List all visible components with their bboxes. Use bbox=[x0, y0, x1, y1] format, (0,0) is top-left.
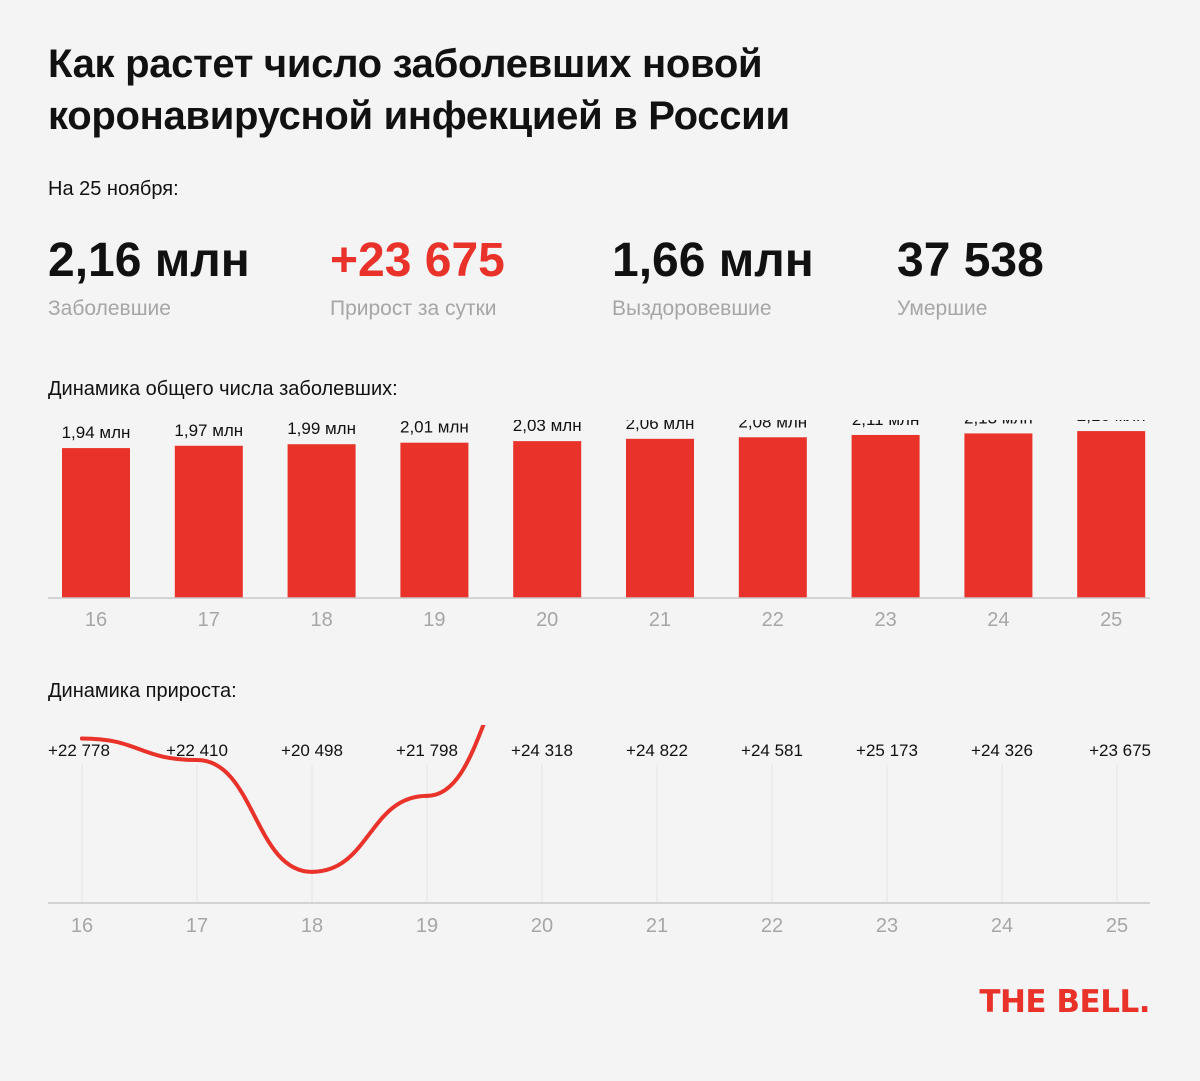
bar-18 bbox=[287, 444, 356, 598]
growth-value-label-25: +23 675 bbox=[1089, 741, 1151, 760]
daily-growth-line-chart: +22 778 16 +22 410 17 +20 498 18 +21 798 19 +24 … bbox=[48, 725, 1151, 937]
x-tick-19: 19 bbox=[423, 609, 445, 631]
bar-25 bbox=[1077, 431, 1146, 598]
stat-daily-label: Прирост за сутки bbox=[330, 297, 497, 320]
growth-value-label-22: +24 581 bbox=[741, 741, 803, 760]
stat-cases-value: 2,16 млн bbox=[48, 234, 250, 287]
growth-value-label-20: +24 318 bbox=[511, 741, 573, 760]
x-tick-25: 25 bbox=[1100, 609, 1122, 631]
bar-value-label-19: 2,01 млн bbox=[400, 420, 469, 437]
bar-value-label-21: 2,06 млн bbox=[626, 420, 695, 433]
bar-17 bbox=[174, 445, 243, 598]
bar-21 bbox=[626, 438, 694, 598]
bar-value-label-22: 2,08 млн bbox=[738, 420, 807, 431]
x-tick-16: 16 bbox=[71, 915, 93, 937]
growth-value-label-17: +22 410 bbox=[166, 741, 228, 760]
x-tick-22: 22 bbox=[762, 609, 784, 631]
growth-value-label-19: +21 798 bbox=[396, 741, 458, 760]
total-cases-bar-chart: 1,94 млн 16 1,97 млн 17 1,99 млн 18 2,01 млн 19… bbox=[48, 420, 1150, 631]
bar-value-label-16: 1,94 млн bbox=[62, 423, 131, 442]
data-point-16 bbox=[80, 736, 84, 741]
growth-value-label-18: +20 498 bbox=[281, 741, 343, 760]
bar-value-label-17: 1,97 млн bbox=[174, 421, 243, 440]
growth-value-label-16: +22 778 bbox=[48, 741, 110, 760]
bar-value-label-20: 2,03 млн bbox=[513, 420, 582, 435]
stat-cases-label: Заболевшие bbox=[48, 297, 171, 320]
x-tick-24: 24 bbox=[987, 609, 1009, 631]
stat-recovered-label: Выздоровевшие bbox=[612, 297, 772, 320]
x-tick-16: 16 bbox=[85, 609, 107, 631]
growth-line bbox=[80, 725, 486, 874]
growth-value-label-23: +25 173 bbox=[856, 741, 918, 760]
x-tick-23: 23 bbox=[876, 915, 898, 937]
growth-value-label-24: +24 326 bbox=[971, 741, 1033, 760]
x-tick-17: 17 bbox=[186, 915, 208, 937]
stat-deaths: 37 538 Умершие bbox=[897, 232, 1044, 321]
bar-value-label-18: 1,99 млн bbox=[287, 420, 356, 438]
x-tick-17: 17 bbox=[198, 609, 220, 631]
x-tick-20: 20 bbox=[536, 609, 558, 631]
bar-20 bbox=[513, 441, 582, 598]
data-point-18 bbox=[310, 869, 314, 874]
x-tick-21: 21 bbox=[649, 609, 671, 631]
x-tick-18: 18 bbox=[301, 915, 323, 937]
growth-value-label-21: +24 822 bbox=[626, 741, 688, 760]
as-of-date: На 25 ноября: bbox=[48, 178, 179, 200]
stat-recovered-value: 1,66 млн bbox=[612, 234, 814, 287]
stat-deaths-label: Умершие bbox=[897, 297, 988, 320]
bar-chart-title: Динамика общего числа заболевших: bbox=[48, 378, 398, 400]
x-tick-20: 20 bbox=[531, 915, 553, 937]
stat-daily-value: +23 675 bbox=[330, 234, 505, 287]
x-tick-23: 23 bbox=[874, 609, 896, 631]
the-bell-logo: THE BELL. bbox=[979, 984, 1150, 1020]
bar-24 bbox=[964, 433, 1033, 598]
bar-value-label-24: 2,13 млн bbox=[964, 420, 1033, 427]
bar-16 bbox=[62, 448, 130, 598]
bar-23 bbox=[851, 434, 920, 598]
stat-daily: +23 675 Прирост за сутки bbox=[330, 232, 505, 321]
data-point-17 bbox=[195, 758, 199, 763]
line-chart-title: Динамика прироста: bbox=[48, 680, 237, 702]
stat-cases: 2,16 млн Заболевшие bbox=[48, 232, 250, 321]
stat-deaths-value: 37 538 bbox=[897, 234, 1044, 287]
bar-22 bbox=[738, 437, 807, 598]
x-tick-18: 18 bbox=[310, 609, 332, 631]
bar-19 bbox=[400, 442, 469, 598]
x-tick-25: 25 bbox=[1106, 915, 1128, 937]
x-tick-21: 21 bbox=[646, 915, 668, 937]
x-tick-24: 24 bbox=[991, 915, 1013, 937]
x-tick-19: 19 bbox=[416, 915, 438, 937]
bar-value-label-23: 2,11 млн bbox=[852, 420, 920, 429]
stat-recovered: 1,66 млн Выздоровевшие bbox=[612, 232, 814, 321]
page-title: Как растет число заболевших новой корона… bbox=[48, 42, 790, 138]
x-tick-22: 22 bbox=[761, 915, 783, 937]
data-point-19 bbox=[425, 793, 429, 798]
bar-value-label-25: 2,16 млн bbox=[1077, 420, 1146, 425]
